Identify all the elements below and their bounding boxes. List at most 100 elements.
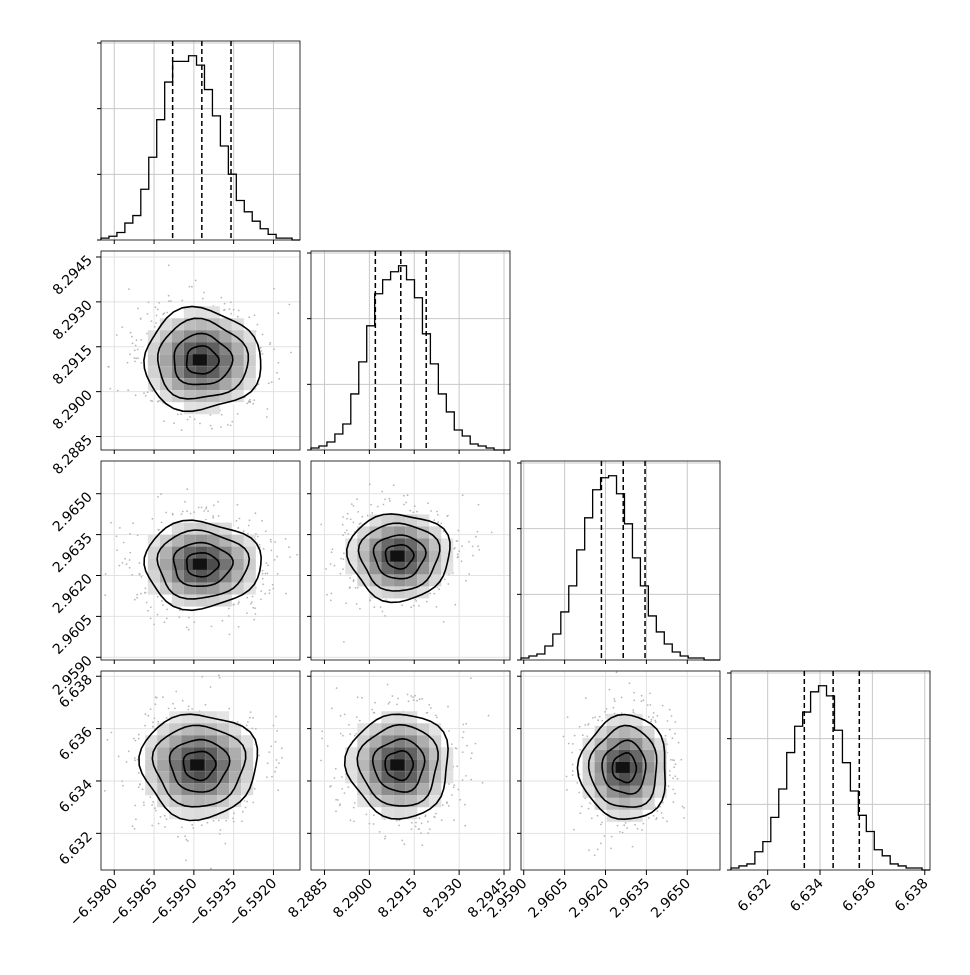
scatter-panel-2-1 xyxy=(304,461,510,660)
sample-point xyxy=(281,747,283,749)
sample-point xyxy=(370,504,372,506)
sample-point xyxy=(416,700,418,702)
sample-point xyxy=(173,422,175,424)
sample-point xyxy=(184,835,186,837)
sample-point xyxy=(342,534,344,536)
sample-point xyxy=(594,716,596,718)
sample-point xyxy=(158,529,160,531)
sample-point xyxy=(457,554,459,556)
sample-point xyxy=(224,309,226,311)
density-cell xyxy=(429,735,441,747)
sample-point xyxy=(155,322,157,324)
sample-point xyxy=(453,786,455,788)
sample-point xyxy=(157,309,159,311)
sample-point xyxy=(238,310,240,312)
sample-point xyxy=(357,696,359,698)
sample-point xyxy=(137,357,139,359)
density-cell xyxy=(193,711,205,723)
sample-point xyxy=(382,611,384,613)
sample-point xyxy=(464,825,466,827)
density-cell xyxy=(244,342,256,354)
sample-point xyxy=(355,587,357,589)
sample-point xyxy=(353,522,355,524)
sample-point xyxy=(155,306,157,308)
density-cell xyxy=(217,783,229,795)
density-cell xyxy=(193,735,205,747)
density-cell xyxy=(208,571,220,583)
sample-point xyxy=(347,513,349,515)
sample-point xyxy=(166,312,168,314)
sample-point xyxy=(124,558,126,560)
sample-point xyxy=(396,704,398,706)
density-cell xyxy=(607,786,619,798)
density-cell xyxy=(607,774,619,786)
sample-point xyxy=(491,532,493,534)
sample-point xyxy=(462,737,464,739)
sample-point xyxy=(228,615,230,617)
sample-point xyxy=(255,728,257,730)
sample-point xyxy=(456,540,458,542)
sample-point xyxy=(673,766,675,768)
sample-point xyxy=(579,749,581,751)
sample-point xyxy=(389,500,391,502)
sample-point xyxy=(224,843,226,845)
sample-point xyxy=(325,568,327,570)
sample-point xyxy=(158,302,160,304)
sample-point xyxy=(419,817,421,819)
sample-point xyxy=(454,604,456,606)
sample-point xyxy=(647,704,649,706)
sample-point xyxy=(344,792,346,794)
sample-point xyxy=(331,593,333,595)
sample-point xyxy=(133,738,135,740)
sample-point xyxy=(186,627,188,629)
density-cell xyxy=(160,354,172,366)
sample-point xyxy=(121,780,123,782)
sample-point xyxy=(247,721,249,723)
sample-point xyxy=(166,717,168,719)
sample-point xyxy=(271,381,273,383)
sample-point xyxy=(158,400,160,402)
sample-point xyxy=(609,689,611,691)
sample-point xyxy=(675,763,677,765)
sample-point xyxy=(203,510,205,512)
sample-point xyxy=(193,621,195,623)
sample-point xyxy=(563,736,565,738)
sample-point xyxy=(142,788,144,790)
sample-point xyxy=(237,527,239,529)
sample-point xyxy=(118,756,120,758)
sample-point xyxy=(567,716,569,718)
sample-point xyxy=(263,548,265,550)
sample-point xyxy=(641,695,643,697)
sample-point xyxy=(320,524,322,526)
sample-point xyxy=(262,570,264,572)
panel-frame xyxy=(521,461,720,660)
sample-point xyxy=(674,793,676,795)
sample-point xyxy=(152,801,154,803)
sample-point xyxy=(613,707,615,709)
sample-point xyxy=(643,823,645,825)
sample-point xyxy=(667,720,669,722)
sample-point xyxy=(340,733,342,735)
sample-point xyxy=(219,677,221,679)
sample-point xyxy=(341,776,343,778)
sample-point xyxy=(233,604,235,606)
sample-point xyxy=(250,711,252,713)
sample-point xyxy=(592,717,594,719)
sample-point xyxy=(251,601,253,603)
sample-point xyxy=(418,605,420,607)
sample-point xyxy=(181,827,183,829)
density-peak xyxy=(193,354,207,365)
sample-point xyxy=(566,789,568,791)
sample-point xyxy=(220,297,222,299)
density-cell xyxy=(172,318,184,330)
sample-point xyxy=(183,247,185,249)
density-cell xyxy=(193,807,205,819)
sample-point xyxy=(255,613,257,615)
sample-point xyxy=(237,721,239,723)
sample-point xyxy=(666,820,668,822)
density-cell xyxy=(417,538,429,550)
sample-point xyxy=(233,812,235,814)
sample-point xyxy=(134,805,136,807)
sample-point xyxy=(267,564,269,566)
sample-point xyxy=(247,533,249,535)
